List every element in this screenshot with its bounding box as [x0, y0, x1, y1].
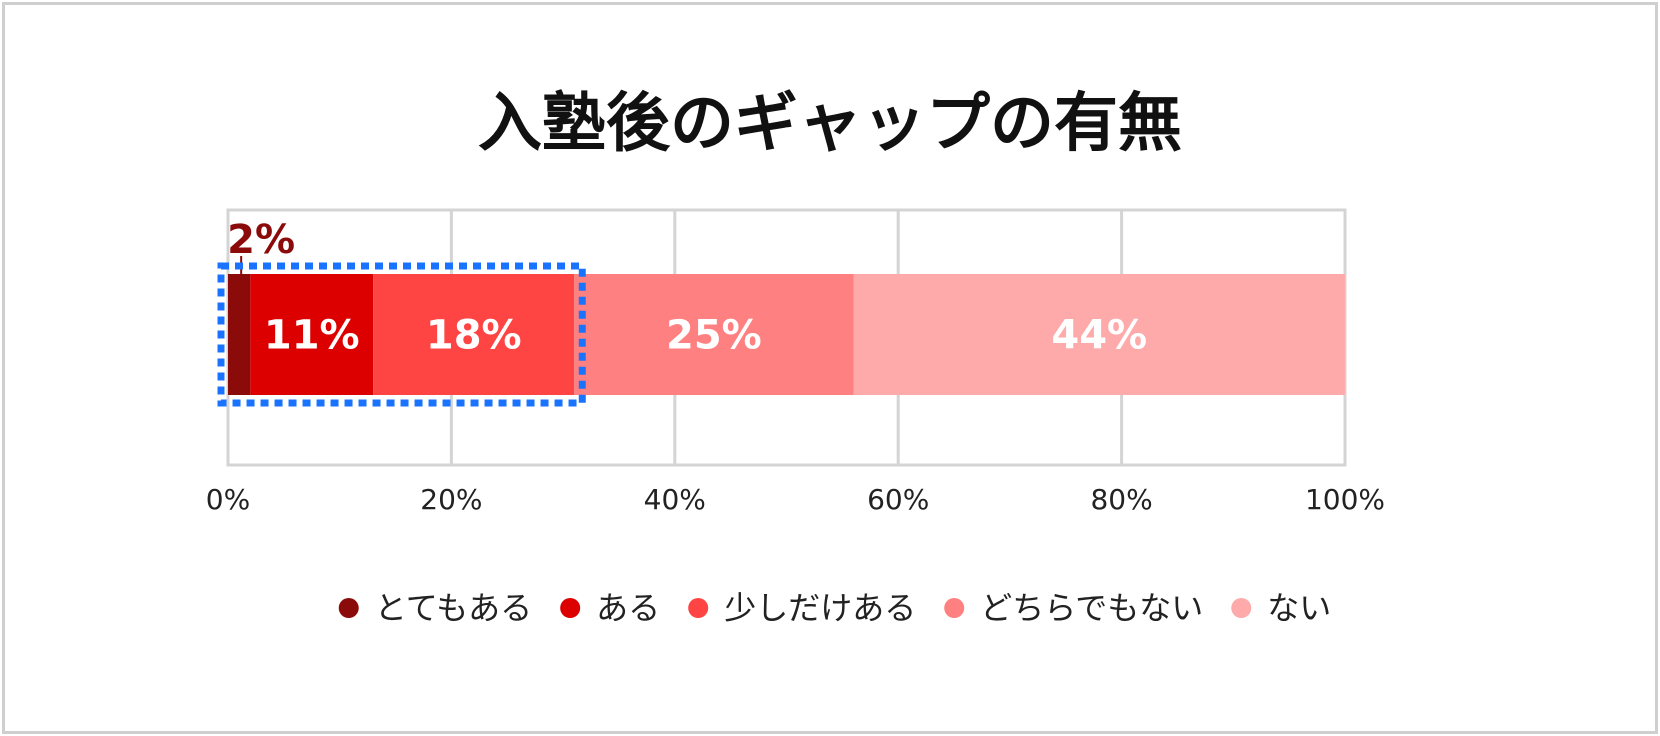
legend-label: ない	[1267, 589, 1331, 627]
legend-item: とてもある	[338, 589, 532, 627]
data-label-outside: 2%	[227, 217, 295, 263]
data-label: 11%	[264, 313, 360, 359]
legend-item: どちらでもない	[944, 589, 1203, 627]
legend-marker	[560, 598, 581, 618]
legend-marker	[944, 598, 965, 618]
bar-segment	[228, 274, 251, 395]
legend-layer: とてもある ある 少しだけある どちらでもない ない	[338, 589, 1331, 627]
bar-segment	[574, 274, 854, 395]
x-tick-label: 0%	[206, 483, 250, 516]
legend-label: ある	[596, 589, 660, 627]
highlight-box	[217, 262, 586, 407]
data-label: 25%	[666, 313, 762, 359]
legend-marker	[688, 598, 709, 618]
bar-segment	[250, 274, 374, 395]
legend-item: ある	[560, 589, 660, 627]
bar-segment	[853, 274, 1345, 395]
chart-title: 入塾後のギャップの有無	[478, 87, 1182, 161]
data-label: 18%	[426, 313, 522, 359]
legend-marker	[1231, 598, 1252, 618]
labels-layer: 2% 11% 18% 25% 44%	[227, 217, 1147, 359]
legend-label: どちらでもない	[980, 589, 1203, 627]
data-label: 44%	[1051, 313, 1147, 359]
x-tick-label: 40%	[644, 483, 706, 516]
legend-marker	[338, 598, 359, 618]
legend-label: とてもある	[375, 589, 532, 627]
legend-label: 少しだけある	[724, 589, 916, 627]
legend-item: 少しだけある	[688, 589, 916, 627]
bars-layer	[228, 274, 1345, 395]
stacked-bar-chart: 入塾後のギャップの有無 2% 11% 18% 25% 44% 0% 20% 40% 60% 80…	[206, 87, 1385, 627]
bar-segment	[373, 274, 575, 395]
highlight-layer	[217, 262, 586, 407]
ticks-layer: 0% 20% 40% 60% 80% 100%	[206, 483, 1385, 516]
x-tick-label: 80%	[1090, 483, 1152, 516]
x-tick-label: 20%	[420, 483, 482, 516]
legend-item: ない	[1231, 589, 1331, 627]
x-tick-label: 100%	[1305, 483, 1385, 516]
x-tick-label: 60%	[867, 483, 929, 516]
